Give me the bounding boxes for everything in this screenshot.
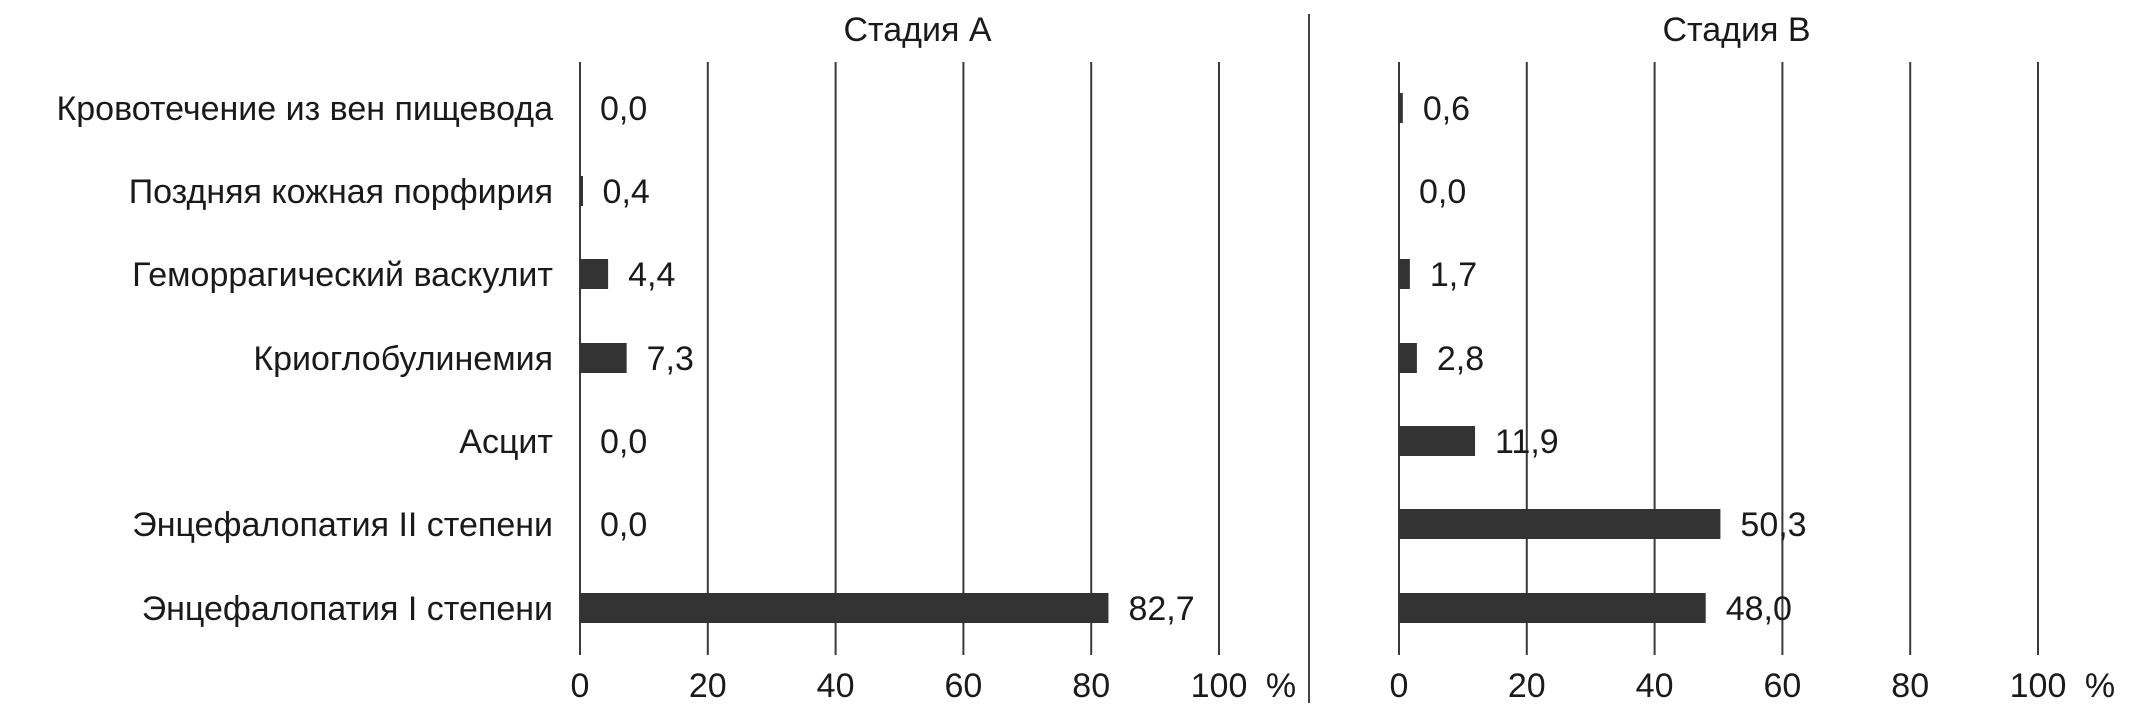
stage-b-value-label: 2,8 [1437,340,1484,378]
stage-b-value-label: 11,9 [1495,423,1559,461]
stage-b-x-tick-label: 0 [1390,667,1409,705]
stage-a-bar [580,343,627,373]
category-label: Криоглобулинемия [253,340,553,378]
stage-b-value-label: 1,7 [1430,256,1477,294]
stage-a-bar [580,593,1109,623]
stage-b-bar [1399,426,1476,456]
category-label: Геморрагический васкулит [132,256,553,294]
stage-a-bar [580,176,583,206]
stage-b-bar [1399,93,1403,123]
stage-a-x-tick-label: 80 [1072,667,1110,705]
stage-a-value-label: 0,0 [600,90,647,128]
stage-a-x-tick-label: 40 [817,667,855,705]
stage-a-value-label: 0,4 [603,173,650,211]
stage-a-value-label: 7,3 [647,340,694,378]
stage-b-x-tick-label: 100 [2010,667,2067,705]
stage-b-value-label: 0,0 [1419,173,1466,211]
stage-b-x-tick-label: 60 [1763,667,1801,705]
stage-a-x-tick-label: 60 [944,667,982,705]
stage-b-bar [1399,259,1410,289]
stage-b-x-tick-label: 40 [1636,667,1674,705]
category-label: Поздняя кожная порфирия [129,173,553,211]
stage-b-value-label: 0,6 [1423,90,1470,128]
stage-a-value-label: 0,0 [600,423,647,461]
stage-a-value-label: 4,4 [628,256,675,294]
stage-b-title: Стадия В [1662,11,1810,49]
stage-b-value-label: 48,0 [1726,590,1792,628]
stage-a-value-label: 0,0 [600,506,647,544]
category-label: Энцефалопатия I степени [142,590,553,628]
stage-a-x-tick-label: 100 [1191,667,1248,705]
stage-b-bar [1399,509,1721,539]
stage-b-bar [1399,593,1706,623]
category-label: Кровотечение из вен пищевода [56,90,553,128]
stage-a-bar [580,259,609,289]
category-label: Асцит [459,423,553,461]
stage-a-value-label: 82,7 [1128,590,1194,628]
stage-b-x-tick-label: 80 [1891,667,1929,705]
stage-a-title: Стадия А [843,11,991,49]
stage-a-x-unit-label: % [1266,667,1296,705]
stage-b-bar [1399,343,1417,373]
category-label: Энцефалопатия II степени [132,506,553,544]
stage-a-x-tick-label: 0 [571,667,590,705]
stage-a-x-tick-label: 20 [689,667,727,705]
stage-b-x-unit-label: % [2085,667,2115,705]
stage-b-value-label: 50,3 [1740,506,1806,544]
stage-b-x-tick-label: 20 [1508,667,1546,705]
